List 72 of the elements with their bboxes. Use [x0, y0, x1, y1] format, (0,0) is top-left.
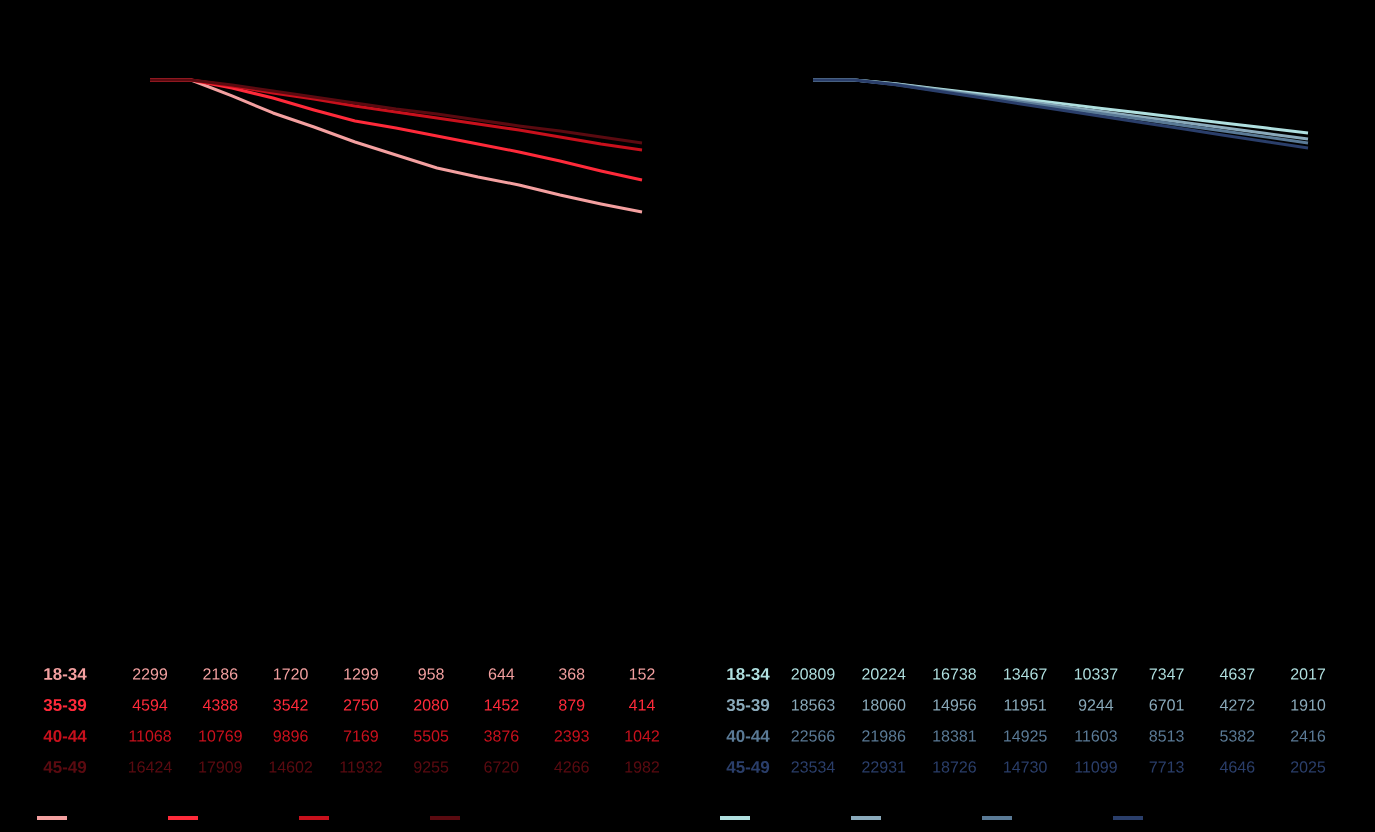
- text: 3542: [273, 699, 308, 711]
- text: 2393: [554, 730, 589, 742]
- text: 4388: [202, 699, 238, 711]
- text: 18-34: [44, 667, 87, 681]
- text: 35-39: [726, 698, 770, 712]
- text: 14925: [1004, 730, 1047, 742]
- text: 879: [559, 699, 585, 711]
- text: 9244: [1078, 699, 1114, 711]
- text: 2750: [343, 699, 379, 711]
- text: 11068: [129, 730, 171, 742]
- text: 644: [488, 668, 515, 680]
- text: 2080: [414, 699, 449, 711]
- text: 16738: [933, 668, 976, 680]
- text: 1982: [625, 761, 659, 773]
- text: 1299: [344, 668, 378, 680]
- text: 17909: [199, 761, 242, 773]
- text: 152: [629, 668, 655, 680]
- text: 2186: [203, 668, 238, 680]
- text: 22931: [862, 761, 906, 773]
- text: 16424: [128, 761, 172, 773]
- text: 7169: [343, 730, 378, 742]
- text: 368: [558, 668, 585, 680]
- text: 1910: [1291, 699, 1326, 711]
- text: 1452: [484, 699, 519, 711]
- text: 414: [629, 699, 655, 711]
- text: 45-49: [43, 760, 87, 774]
- text: 20224: [862, 668, 906, 680]
- text: 20809: [791, 668, 835, 680]
- text: 4272: [1219, 699, 1255, 711]
- text: 4637: [1219, 668, 1255, 680]
- text: 4646: [1219, 761, 1255, 773]
- text: 14730: [1004, 761, 1047, 773]
- text: 5382: [1220, 730, 1255, 742]
- text: 11932: [340, 761, 382, 773]
- text: 7347: [1149, 668, 1184, 680]
- text: 4266: [554, 761, 589, 773]
- text: 2416: [1291, 730, 1326, 742]
- text: 23534: [791, 761, 835, 773]
- text: 1720: [274, 668, 308, 680]
- text: 958: [418, 668, 444, 680]
- text: 7713: [1149, 761, 1184, 773]
- text: 35-39: [43, 698, 87, 712]
- text: 21986: [862, 730, 906, 742]
- text: 10337: [1074, 668, 1118, 680]
- text: 13467: [1004, 668, 1047, 680]
- text: 11099: [1075, 761, 1117, 773]
- text: 11951: [1004, 699, 1046, 711]
- text: 18563: [791, 699, 835, 711]
- text: 6720: [484, 761, 519, 773]
- text: 9896: [273, 730, 308, 742]
- text: 22566: [791, 730, 835, 742]
- text: 40-44: [726, 729, 770, 743]
- text: 14602: [269, 761, 313, 773]
- text: 14956: [933, 699, 976, 711]
- text: 1042: [625, 730, 659, 742]
- text: 4594: [132, 699, 168, 711]
- text: 6701: [1149, 699, 1184, 711]
- text: 40-44: [43, 729, 87, 743]
- text: 9255: [414, 761, 449, 773]
- text: 2299: [133, 668, 168, 680]
- text: 10769: [199, 730, 242, 742]
- text: 3876: [484, 730, 519, 742]
- text: 18381: [933, 730, 976, 742]
- text: 18-34: [727, 667, 770, 681]
- text: 45-49: [726, 760, 770, 774]
- text: 2017: [1291, 668, 1325, 680]
- text: 18726: [933, 761, 976, 773]
- text: 11603: [1075, 730, 1117, 742]
- text: 8513: [1149, 730, 1184, 742]
- text: 2025: [1291, 761, 1326, 773]
- text: 18060: [862, 699, 906, 711]
- text: 5505: [413, 730, 449, 742]
